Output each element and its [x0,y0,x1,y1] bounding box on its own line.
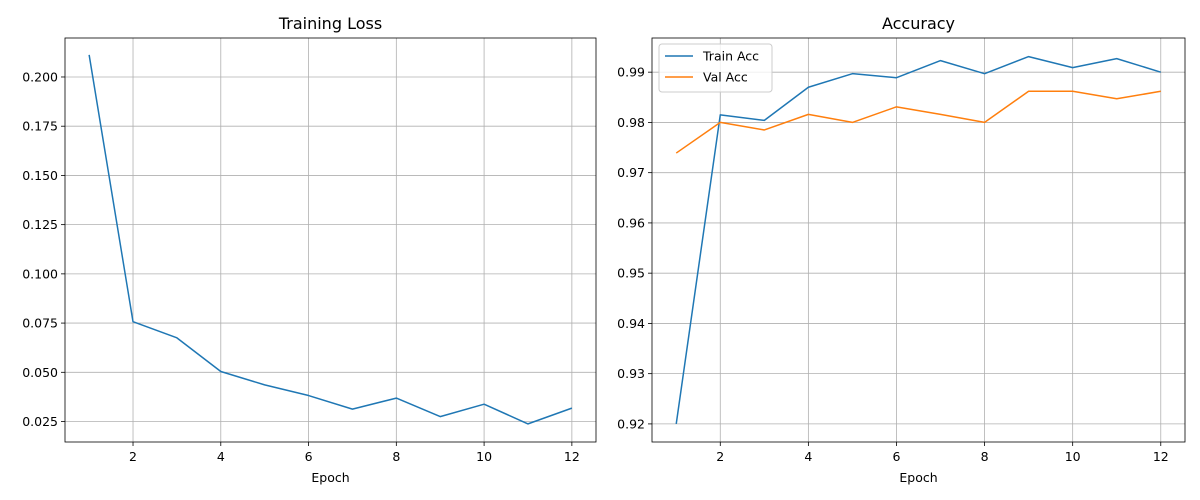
y-tick-label: 0.200 [22,69,58,84]
x-axis-label: Epoch [311,470,349,485]
legend-label: Train Acc [702,49,759,64]
plot-area: 2 4 6 8 10 12 0.92 0.93 0.94 0.95 0.96 0.97 0.98 0.99… [617,37,1186,464]
x-tick-label: 2 [716,449,724,464]
y-tick-label: 0.175 [22,119,58,134]
y-tick-label: 0.050 [22,365,58,380]
y-tick-label: 0.95 [617,266,645,281]
x-tick-label: 6 [305,449,313,464]
y-tick-label: 0.075 [22,316,58,331]
y-tick-label: 0.97 [617,165,645,180]
series-line-val-acc [675,90,1161,154]
axes-frame [64,37,597,443]
x-tick-label: 8 [392,449,400,464]
x-tick-label: 12 [564,449,580,464]
plot-area: 2 4 6 8 10 12 0.025 0.050 0.075 0.100 0.125 0.150 0.… [22,37,597,464]
chart-title: Training Loss [278,14,382,33]
y-tick-label: 0.98 [617,115,645,130]
x-tick-label: 4 [217,449,225,464]
y-tick-label: 0.92 [617,416,645,431]
x-tick-label: 6 [892,449,900,464]
x-tick-label: 12 [1153,449,1169,464]
y-tick-label: 0.99 [617,65,645,80]
x-axis-label: Epoch [899,470,937,485]
x-tick-label: 2 [129,449,137,464]
y-tick-label: 0.150 [22,168,58,183]
y-tick-label: 0.94 [617,316,645,331]
legend-label: Val Acc [703,70,748,85]
x-tick-label: 10 [476,449,492,464]
x-tick-label: 10 [1065,449,1081,464]
series-line-train-acc [675,55,1161,425]
x-tick-label: 8 [981,449,989,464]
x-tick-label: 4 [804,449,812,464]
y-tick-label: 0.93 [617,366,645,381]
y-tick-label: 0.125 [22,217,58,232]
axes-frame [651,37,1186,443]
y-tick-label: 0.96 [617,215,645,230]
series-line-loss [88,54,573,425]
chart-accuracy: Accuracy Epoch 2 4 6 8 10 12 0.92 0.93 0.94 0.95 0… [617,14,1186,485]
chart-training-loss: Training Loss Epoch 2 4 6 8 10 12 0.025 0.050 0.… [22,14,597,485]
y-tick-label: 0.025 [22,414,58,429]
chart-title: Accuracy [882,14,955,33]
y-tick-label: 0.100 [22,266,58,281]
